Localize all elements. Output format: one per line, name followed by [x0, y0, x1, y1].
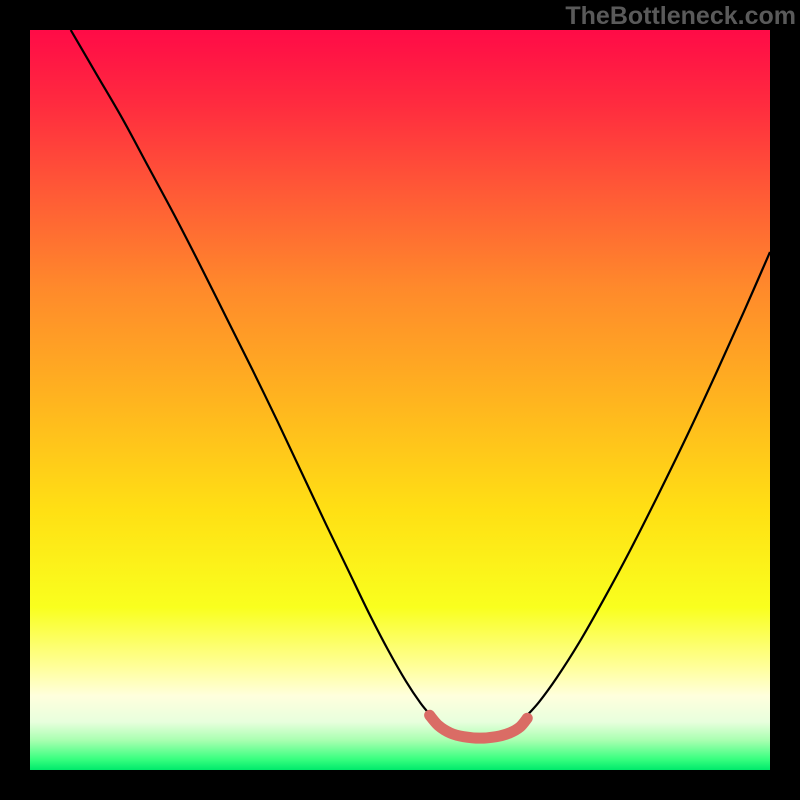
- gradient-background: [30, 30, 770, 770]
- chart-container: TheBottleneck.com: [0, 0, 800, 800]
- plot-area: [30, 30, 770, 770]
- watermark-text: TheBottleneck.com: [565, 2, 796, 31]
